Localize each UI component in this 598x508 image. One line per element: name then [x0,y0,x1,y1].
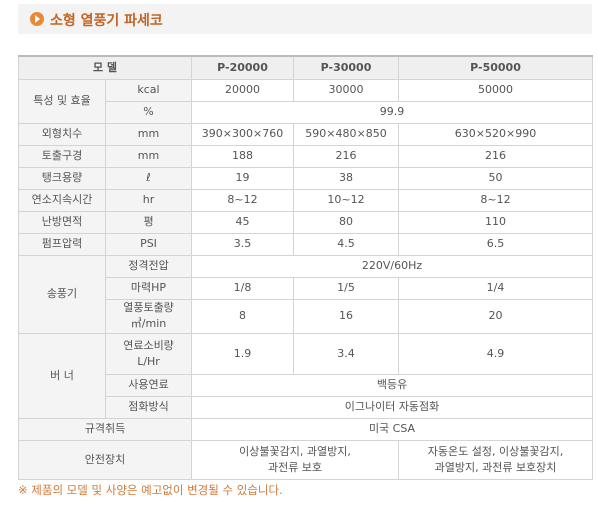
label-cell: 토출구경 [18,144,106,168]
label-cell: 버 너 [18,332,106,419]
label-cell: 난방면적 [18,210,106,234]
label-cell: 펌프압력 [18,232,106,256]
cell: 자동온도 설정, 이상불꽃감지, 과열방지, 과전류 보호장치 [398,439,594,480]
unit-cell: 마력HP [104,276,193,300]
line: 이상불꽃감지, 과열방지, [239,444,351,458]
label-cell: 외형치수 [18,122,106,146]
row: 열풍토출량 ㎥/min 8 16 20 [19,298,594,334]
cell: 50000 [398,78,594,102]
title-icon [30,12,44,26]
line: L/Hr [137,354,160,368]
cell: 20 [398,298,594,334]
line: 연료소비량 [123,338,174,352]
cell: 1.9 [191,332,295,375]
row: 난방면적 평 45 80 110 [18,210,594,234]
line: 과열방지, 과전류 보호장치 [434,460,557,474]
unit-cell: 사용연료 [104,373,193,397]
title-bar [18,4,592,34]
cell: 80 [293,210,400,234]
unit-cell: 점화방식 [104,395,193,419]
cell: 20000 [191,78,295,102]
cell: 3.5 [191,232,295,256]
unit-cell: 열풍토출량 ㎥/min [104,298,193,334]
cell: 이상불꽃감지, 과열방지, 과전류 보호 [191,439,400,480]
cell: 이그나이터 자동점화 [191,395,594,419]
row: 마력HP 1/8 1/5 1/4 [19,276,594,300]
row: 사용연료 백등유 [19,373,594,397]
line: 열풍토출량 [123,301,174,314]
cell: 1/8 [191,276,295,300]
footnote: ※ 제품의 모델 및 사양은 예고없이 변경될 수 있습니다. [18,483,283,497]
unit-cell: % [104,100,193,124]
cell: 19 [191,166,295,190]
label-cell: 안전장치 [17,439,193,480]
cell: 10~12 [293,188,400,212]
unit-cell: 평 [104,210,193,234]
header-cell: P-50000 [398,55,594,80]
unit-cell: mm [104,122,193,146]
cell: 6.5 [398,232,594,256]
row: 토출구경 mm 188 216 216 [18,144,594,168]
cell: 백등유 [191,373,594,397]
cell: 4.9 [398,332,594,375]
cell: 188 [191,144,295,168]
unit-cell: PSI [104,232,193,256]
cell: 216 [398,144,594,168]
unit-cell: mm [104,144,193,168]
row: 외형치수 mm 390×300×760 590×480×850 630×520×990 [18,122,594,146]
row: % 99.9 [19,100,594,124]
cell: 1/4 [398,276,594,300]
row: 연소지속시간 hr 8~12 10~12 8~12 [18,188,594,212]
header-cell: P-30000 [293,55,400,80]
line: 과전류 보호 [267,460,323,474]
cell: 8 [191,298,295,334]
cell: 1/5 [293,276,400,300]
cell: 30000 [293,78,400,102]
row: 안전장치 이상불꽃감지, 과열방지, 과전류 보호 자동온도 설정, 이상불꽃감지, 과… [17,439,594,480]
label-cell: 연소지속시간 [18,188,106,212]
cell: 4.5 [293,232,400,256]
unit-cell: kcal [104,78,193,102]
cell: 8~12 [398,188,594,212]
cell: 8~12 [191,188,295,212]
unit-cell: hr [104,188,193,212]
label-cell: 송풍기 [18,254,106,334]
row: 규격취득 미국 CSA [17,417,594,441]
row: 탱크용량 ℓ 19 38 50 [18,166,594,190]
cell: 216 [293,144,400,168]
label-cell: 특성 및 효율 [18,78,106,124]
cell: 3.4 [293,332,400,375]
cell: 45 [191,210,295,234]
cell: 99.9 [191,100,594,124]
line: 자동온도 설정, 이상불꽃감지, [427,444,564,458]
header-row: 모 델 P-20000 P-30000 P-50000 [17,55,594,80]
cell: 16 [293,298,400,334]
cell: 630×520×990 [398,122,594,146]
cell: 미국 CSA [191,417,594,441]
cell: 38 [293,166,400,190]
unit-cell: 연료소비량 L/Hr [104,332,193,375]
row: 특성 및 효율 kcal 20000 30000 50000 [18,78,594,124]
header-cell: P-20000 [191,55,295,80]
cell: 390×300×760 [191,122,295,146]
cell: 590×480×850 [293,122,400,146]
cell: 50 [398,166,594,190]
unit-cell: 정격전압 [104,254,193,278]
label-cell: 규격취득 [17,417,193,441]
page-title: 소형 열풍기 파세코 [50,13,163,29]
spec-table: 모 델 P-20000 P-30000 P-50000 특성 및 효율 kcal 2000… [17,55,594,480]
row: 점화방식 이그나이터 자동점화 [19,395,594,419]
unit-cell: ℓ [104,166,193,190]
row: 펌프압력 PSI 3.5 4.5 6.5 [18,232,594,256]
cell: 110 [398,210,594,234]
header-cell: 모 델 [17,55,193,80]
label-cell: 탱크용량 [18,166,106,190]
line: ㎥/min [130,317,167,330]
cell: 220V/60Hz [191,254,594,278]
row: 송풍기 정격전압 220V/60Hz [18,254,594,334]
row: 버 너 연료소비량 L/Hr 1.9 3.4 4.9 [18,332,594,419]
